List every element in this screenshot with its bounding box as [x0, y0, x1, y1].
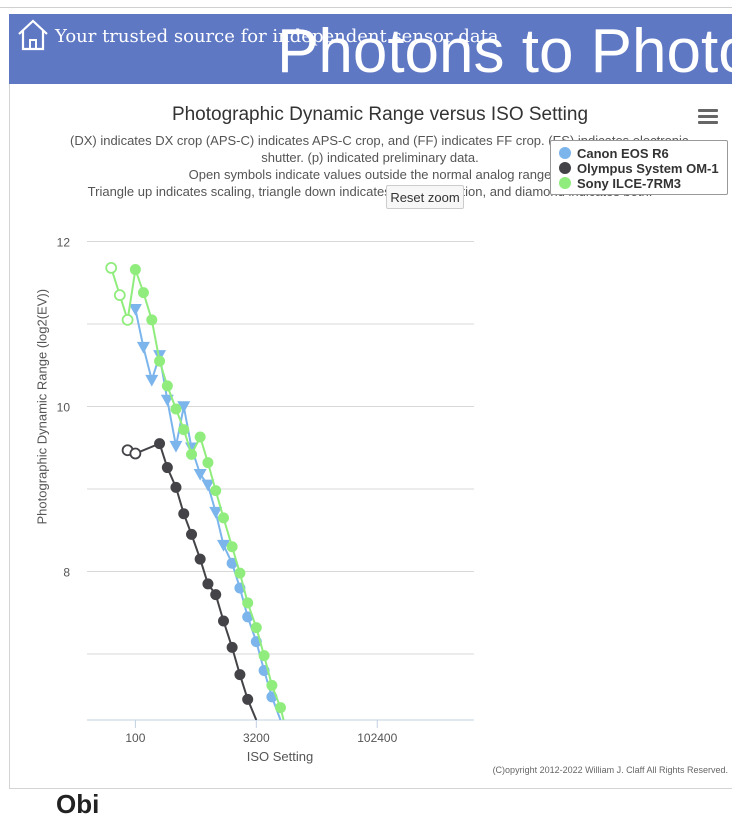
data-point: [194, 553, 206, 565]
series-line: [134, 308, 282, 720]
series-line: [110, 267, 285, 720]
data-point: [218, 615, 230, 627]
data-point: [154, 438, 166, 450]
data-point-triangle: [177, 401, 191, 413]
x-tick-label: 102400: [357, 731, 397, 745]
data-point: [129, 264, 141, 276]
data-point: [210, 589, 222, 601]
top-divider: [0, 7, 732, 8]
data-point-open: [105, 261, 118, 274]
site-banner: Photons to Photo Your trusted source for…: [9, 14, 732, 84]
data-point-triangle: [160, 394, 174, 407]
data-point: [202, 457, 214, 469]
legend-label: Olympus System OM-1: [577, 161, 719, 176]
y-tick-label: 10: [57, 401, 71, 415]
data-point: [154, 355, 166, 367]
chart-legend: Canon EOS R6 Olympus System OM-1 Sony IL…: [550, 140, 728, 195]
subtitle-line: shutter. (p) indicated preliminary data.: [261, 150, 479, 165]
y-axis-title: Photographic Dynamic Range (log2(EV)): [34, 288, 50, 525]
x-tick-label: 100: [125, 731, 145, 745]
legend-item-olympus[interactable]: Olympus System OM-1: [559, 161, 719, 176]
data-point: [226, 557, 238, 569]
data-point: [161, 380, 173, 392]
legend-marker: [559, 162, 571, 174]
legend-marker: [559, 147, 571, 159]
data-point-open: [129, 447, 142, 460]
site-tagline: Your trusted source for independent sens…: [55, 26, 499, 47]
data-point: [266, 679, 278, 691]
reset-zoom-button[interactable]: Reset zoom: [386, 185, 464, 209]
data-point: [178, 508, 190, 520]
data-point: [250, 622, 262, 634]
chart-plot: 8 10 12 100 3200 102400: [57, 236, 474, 745]
legend-label: Canon EOS R6: [577, 146, 669, 161]
data-point-triangle: [209, 506, 223, 519]
data-point: [226, 541, 238, 553]
y-tick-label: 8: [63, 566, 70, 580]
data-point-triangle: [201, 479, 215, 492]
site-title[interactable]: Photons to Photo: [277, 17, 732, 84]
data-point: [226, 641, 238, 653]
data-point: [242, 611, 254, 623]
home-icon[interactable]: [16, 18, 50, 52]
data-point: [186, 528, 198, 540]
y-tick-label: 12: [57, 236, 71, 250]
data-point: [275, 702, 286, 714]
data-point: [202, 578, 214, 590]
subtitle-line: (DX) indicates DX crop (APS-C) indicates…: [70, 133, 689, 148]
data-point-open: [113, 289, 126, 302]
data-point: [178, 424, 190, 436]
x-tick-label: 3200: [243, 731, 270, 745]
subtitle-line: Triangle up indicates scaling, triangle …: [87, 184, 653, 199]
chart-title: Photographic Dynamic Range versus ISO Se…: [171, 104, 589, 125]
data-point: [242, 693, 254, 705]
data-point: [161, 462, 173, 474]
data-point-triangle: [193, 468, 207, 481]
hamburger-menu-icon[interactable]: [698, 109, 718, 125]
subtitle-line: Open symbols indicate values outside the…: [188, 167, 552, 182]
data-point: [218, 512, 230, 524]
data-point: [170, 403, 182, 415]
copyright-notice: (C)opyright 2012-2022 William J. Claff A…: [492, 765, 728, 775]
data-point: [194, 431, 206, 443]
data-point: [242, 597, 254, 609]
data-point: [234, 669, 246, 681]
data-point: [170, 481, 182, 493]
data-point-triangle: [128, 303, 142, 316]
data-point-open: [121, 313, 134, 326]
data-point-triangle: [217, 539, 231, 552]
chart-subtitle: (DX) indicates DX crop (APS-C) indicates…: [70, 132, 689, 200]
data-point: [186, 448, 198, 460]
legend-item-canon[interactable]: Canon EOS R6: [559, 146, 669, 161]
data-point: [234, 567, 246, 579]
data-point-triangle: [145, 374, 159, 387]
legend-marker: [559, 177, 571, 189]
legend-item-sony[interactable]: Sony ILCE-7RM3: [559, 176, 681, 191]
data-point-triangle: [169, 440, 183, 453]
footer-heading: Obi: [56, 789, 100, 819]
data-point: [210, 485, 222, 497]
chart-container: Photographic Dynamic Range versus ISO Se…: [9, 84, 732, 789]
data-point: [137, 287, 149, 299]
data-point: [258, 650, 270, 662]
legend-label: Sony ILCE-7RM3: [577, 176, 682, 191]
data-point: [146, 314, 158, 326]
data-point-triangle: [136, 341, 150, 354]
x-axis-title: ISO Setting: [246, 749, 314, 764]
